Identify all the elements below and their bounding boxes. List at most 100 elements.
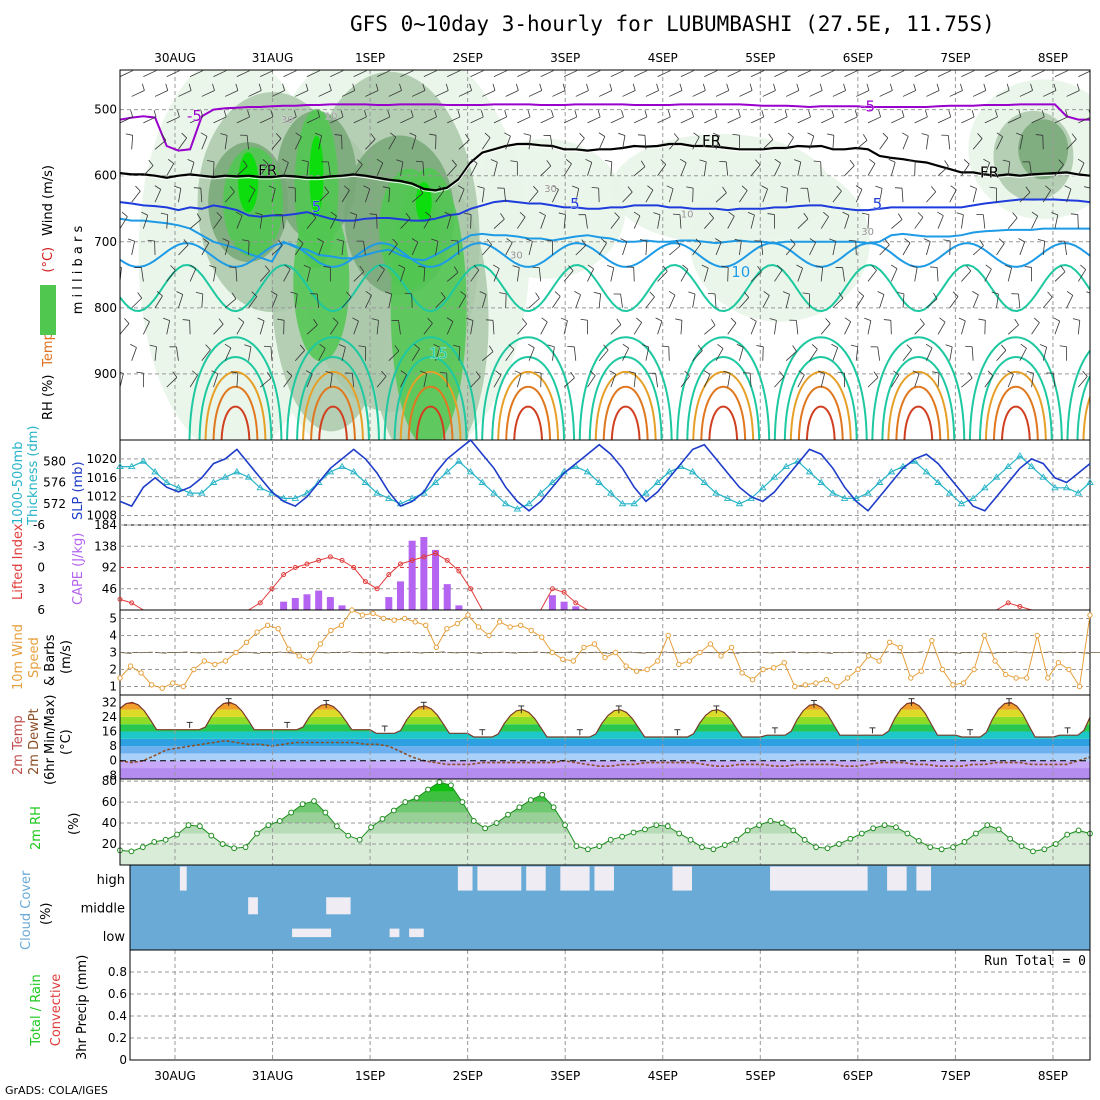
barb-flag bbox=[328, 83, 332, 91]
barb-staff bbox=[295, 350, 305, 361]
cape-bar bbox=[408, 540, 416, 610]
wind-barb bbox=[657, 265, 668, 282]
wind-barb bbox=[774, 371, 785, 388]
wind-barb bbox=[464, 212, 472, 229]
barb-staff bbox=[306, 116, 320, 124]
rh2m-point bbox=[276, 818, 283, 824]
barb-flag bbox=[1041, 110, 1045, 118]
wind-barb bbox=[1007, 212, 1018, 229]
cloud-gap bbox=[560, 866, 590, 891]
barb-staff bbox=[318, 192, 330, 203]
wind-barb bbox=[587, 370, 596, 388]
barb-staff bbox=[610, 267, 615, 282]
barb-staff bbox=[505, 349, 515, 361]
barb-flag bbox=[1059, 345, 1067, 348]
wind-barb bbox=[330, 317, 339, 335]
barb-flag bbox=[673, 133, 679, 140]
barb-staff bbox=[330, 215, 337, 229]
barb-flag bbox=[278, 239, 283, 246]
barb-flag bbox=[288, 186, 296, 189]
rh2m-point bbox=[219, 841, 226, 847]
barb-staff bbox=[1077, 320, 1081, 335]
wind-barb bbox=[306, 212, 317, 229]
barb-staff bbox=[246, 135, 249, 150]
cloud-gap bbox=[179, 866, 187, 891]
wind-barb bbox=[794, 159, 802, 176]
wind-tick-label: 4 bbox=[109, 629, 117, 643]
wind-barb bbox=[785, 83, 800, 97]
barb-staff bbox=[844, 70, 858, 77]
rh2m-point bbox=[470, 818, 477, 824]
barb-flag bbox=[167, 158, 174, 164]
barb-flag bbox=[268, 185, 276, 189]
contour-label: 5 bbox=[873, 195, 883, 213]
wind-barb bbox=[622, 343, 630, 361]
barb-staff bbox=[832, 297, 844, 309]
barb-flag bbox=[153, 110, 157, 118]
barb-flag bbox=[433, 343, 441, 348]
barb-flag bbox=[855, 185, 863, 190]
barb-flag bbox=[560, 317, 568, 322]
wind-barb bbox=[797, 212, 809, 229]
surface-contour-loop bbox=[212, 385, 259, 440]
barb-staff bbox=[259, 214, 263, 229]
barb-staff bbox=[832, 90, 846, 97]
barb-flag bbox=[717, 343, 724, 349]
barb-flag bbox=[352, 317, 359, 322]
wind-barb bbox=[345, 372, 355, 388]
rh2m-point bbox=[642, 826, 648, 833]
barb-flag bbox=[798, 370, 805, 376]
wind-barb bbox=[983, 158, 990, 176]
barb-staff bbox=[353, 116, 367, 124]
barb-staff bbox=[704, 324, 716, 335]
ylabel-part: Wind (m/s) bbox=[41, 165, 56, 236]
barb-staff bbox=[996, 293, 999, 308]
barb-staff bbox=[867, 270, 877, 282]
wind-barb bbox=[984, 70, 998, 77]
barb-flag bbox=[761, 110, 765, 118]
barb-flag bbox=[533, 185, 539, 192]
barb-flag bbox=[604, 159, 612, 163]
barb-flag bbox=[189, 264, 197, 269]
wind-barb bbox=[143, 110, 157, 124]
wind-barb bbox=[271, 83, 285, 97]
surface-contour-loop bbox=[594, 370, 657, 440]
barb-staff bbox=[785, 188, 789, 203]
wind10-point bbox=[317, 641, 324, 647]
barb-flag bbox=[375, 83, 379, 91]
barb-staff bbox=[645, 90, 659, 97]
wind-barb bbox=[785, 132, 794, 150]
wind-barb bbox=[937, 317, 946, 335]
slp-tick-label: 1020 bbox=[86, 452, 117, 466]
cloud-gap bbox=[326, 897, 351, 915]
wind-barb bbox=[1070, 213, 1079, 229]
barb-flag bbox=[618, 132, 626, 136]
wind10-point bbox=[539, 634, 545, 640]
barb-staff bbox=[762, 139, 774, 150]
wind-barb bbox=[560, 317, 568, 335]
barb-flag bbox=[1024, 266, 1032, 268]
barb-staff bbox=[807, 188, 810, 203]
barb-staff bbox=[657, 116, 671, 124]
wind10-point bbox=[233, 649, 239, 656]
wind-barb bbox=[479, 291, 487, 308]
barb-flag bbox=[919, 318, 925, 325]
barb-staff bbox=[259, 270, 270, 282]
wind-barb bbox=[739, 291, 750, 309]
wind-barb bbox=[1008, 70, 1022, 77]
barb-staff bbox=[363, 241, 366, 256]
wind-barb bbox=[879, 239, 890, 256]
wind-barb bbox=[143, 70, 157, 77]
wind-barb bbox=[540, 70, 554, 77]
barb-flag bbox=[264, 265, 270, 272]
wind-barb bbox=[578, 214, 588, 229]
barb-staff bbox=[458, 189, 465, 203]
barb-staff bbox=[832, 241, 837, 256]
wind10-point bbox=[528, 627, 534, 634]
barb-flag bbox=[952, 291, 959, 297]
barb-staff bbox=[715, 192, 727, 203]
barb-staff bbox=[388, 243, 398, 256]
barb-staff bbox=[1078, 116, 1090, 124]
wind-barb bbox=[517, 318, 528, 335]
cape-tick-label: 138 bbox=[94, 539, 117, 553]
